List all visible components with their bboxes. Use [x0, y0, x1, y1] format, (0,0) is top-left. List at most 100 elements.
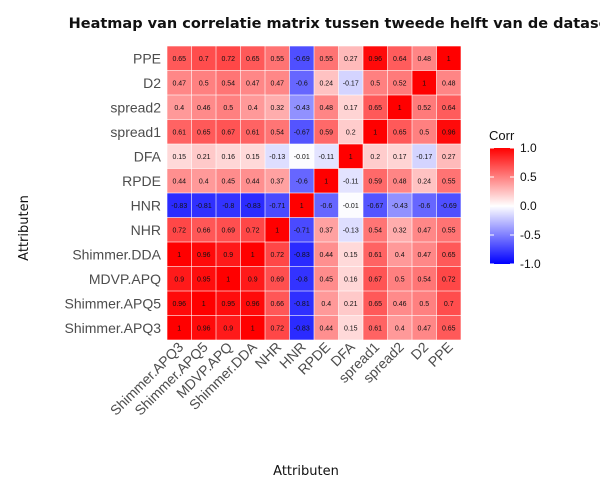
- heatmap-cell: [412, 46, 437, 71]
- heatmap-cell: [314, 291, 339, 316]
- cell-value-label: 0.46: [393, 301, 407, 308]
- cell-value-label: -0.71: [294, 227, 310, 234]
- cell-value-label: 0.47: [417, 252, 431, 259]
- cell-value-label: 0.55: [270, 56, 284, 63]
- heatmap-cell: [412, 119, 437, 144]
- cell-value-label: 0.52: [417, 105, 431, 112]
- cell-value-label: -0.43: [392, 203, 408, 210]
- heatmap-cell: [167, 144, 192, 169]
- heatmap-cell: [191, 144, 216, 169]
- heatmap-cell: [338, 144, 363, 169]
- cell-value-label: 0.47: [172, 80, 186, 87]
- cell-value-label: 0.27: [442, 154, 456, 161]
- heatmap-cell: [436, 193, 461, 218]
- heatmap-cell: [191, 242, 216, 267]
- heatmap-cell: [167, 291, 192, 316]
- cell-value-label: 0.2: [370, 154, 380, 161]
- heatmap-cell: [412, 144, 437, 169]
- cell-value-label: 1: [226, 276, 230, 283]
- heatmap-cell: [216, 193, 241, 218]
- heatmap-cell: [387, 46, 412, 71]
- cell-value-label: 1: [251, 252, 255, 259]
- cell-value-label: 0.9: [248, 276, 258, 283]
- cell-value-label: 0.96: [197, 252, 211, 259]
- heatmap-cell: [363, 119, 388, 144]
- heatmap-cell: [240, 193, 265, 218]
- cell-value-label: 0.9: [174, 276, 184, 283]
- heatmap-cell: [191, 70, 216, 95]
- heatmap-cell: [289, 46, 314, 71]
- cell-value-label: 0.9: [223, 325, 233, 332]
- cell-value-label: 0.65: [393, 129, 407, 136]
- heatmap-cell: [240, 95, 265, 120]
- heatmap-cell: [314, 242, 339, 267]
- cell-value-label: 0.27: [344, 56, 358, 63]
- cell-value-label: 0.2: [346, 129, 356, 136]
- cell-value-label: 1: [447, 56, 451, 63]
- heatmap-cell: [387, 168, 412, 193]
- cell-value-label: 0.54: [368, 227, 382, 234]
- cell-value-label: -0.01: [343, 203, 359, 210]
- heatmap-cell: [265, 291, 290, 316]
- cell-value-label: 0.15: [344, 252, 358, 259]
- heatmap-cell: [436, 315, 461, 340]
- heatmap-cell: [191, 315, 216, 340]
- heatmap-cell: [314, 193, 339, 218]
- heatmap-cell: [240, 70, 265, 95]
- heatmap-cell: [216, 266, 241, 291]
- heatmap-cell: [363, 144, 388, 169]
- cell-value-label: 0.5: [223, 105, 233, 112]
- cell-value-label: 0.47: [246, 80, 260, 87]
- heatmap-cell: [240, 144, 265, 169]
- heatmap-cell: [363, 291, 388, 316]
- cell-value-label: -0.13: [343, 227, 359, 234]
- heatmap-cell: [338, 168, 363, 193]
- heatmap-cell: [240, 119, 265, 144]
- cell-value-label: 0.47: [417, 227, 431, 234]
- cell-value-label: -0.6: [320, 203, 332, 210]
- cell-value-label: 0.48: [393, 178, 407, 185]
- cell-value-label: 0.54: [221, 80, 235, 87]
- y-tick-label: PPE: [133, 50, 161, 66]
- cell-value-label: -0.6: [296, 80, 308, 87]
- cell-value-label: -0.11: [343, 178, 359, 185]
- heatmap-cell: [412, 193, 437, 218]
- heatmap-cell: [289, 315, 314, 340]
- heatmap-cell: [387, 266, 412, 291]
- cell-value-label: -0.01: [294, 154, 310, 161]
- cell-value-label: 0.65: [442, 325, 456, 332]
- heatmap-cell: [387, 291, 412, 316]
- cell-value-label: 0.5: [419, 301, 429, 308]
- cell-value-label: -0.83: [245, 203, 261, 210]
- heatmap-cell: [363, 315, 388, 340]
- cell-value-label: 0.9: [223, 252, 233, 259]
- cell-value-label: 1: [275, 227, 279, 234]
- heatmap-cell: [216, 291, 241, 316]
- heatmap-cell: [289, 168, 314, 193]
- cell-value-label: 0.72: [442, 276, 456, 283]
- heatmap-cell: [289, 95, 314, 120]
- cell-value-label: 1: [349, 154, 353, 161]
- cell-value-label: 0.44: [172, 178, 186, 185]
- legend-tick-label: 0.5: [520, 170, 537, 184]
- cell-value-label: 0.46: [197, 105, 211, 112]
- heatmap-cell: [216, 242, 241, 267]
- y-tick-label: HNR: [131, 197, 161, 213]
- heatmap-cell: [338, 217, 363, 242]
- heatmap-cell: [387, 315, 412, 340]
- heatmap-cell: [240, 242, 265, 267]
- heatmap-cell: [387, 193, 412, 218]
- cell-value-label: -0.43: [294, 105, 310, 112]
- cell-value-label: 0.4: [199, 178, 209, 185]
- heatmap-cell: [436, 266, 461, 291]
- cell-value-label: 0.32: [270, 105, 284, 112]
- heatmap-cell: [387, 70, 412, 95]
- y-tick-label: NHR: [131, 222, 161, 238]
- y-tick-label: DFA: [134, 148, 162, 164]
- cell-value-label: 0.15: [172, 154, 186, 161]
- cell-value-label: 0.59: [319, 129, 333, 136]
- cell-value-label: 0.48: [319, 105, 333, 112]
- cell-value-label: 0.7: [199, 56, 209, 63]
- heatmap-cell: [265, 217, 290, 242]
- cell-value-label: 0.69: [221, 227, 235, 234]
